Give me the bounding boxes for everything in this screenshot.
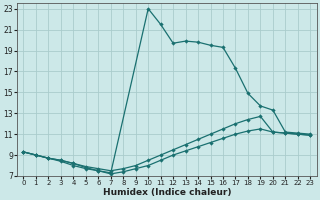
X-axis label: Humidex (Indice chaleur): Humidex (Indice chaleur) (103, 188, 231, 197)
